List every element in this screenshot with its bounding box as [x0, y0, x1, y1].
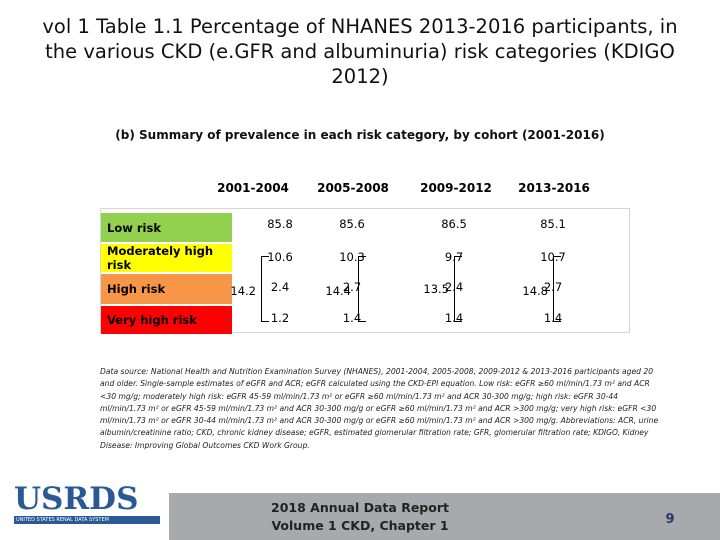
column-header: 2005-2008 [317, 181, 389, 195]
table-cell: 2.7 [543, 280, 563, 294]
column-header: 2001-2004 [217, 181, 289, 195]
combined-risk-total: 14.2 [230, 284, 256, 298]
table-cell: 2.4 [444, 280, 464, 294]
column-header: 2009-2012 [420, 181, 492, 195]
combined-risk-total: 14.8 [522, 284, 548, 298]
usrds-logo: USRDS UNITED STATES RENAL DATA SYSTEM [14, 483, 164, 524]
table-cell: 1.4 [342, 311, 362, 325]
risk-label-moderately-high: Moderately high risk [101, 244, 232, 272]
table-cell: 2.4 [270, 280, 290, 294]
table-cell: 10.6 [267, 250, 293, 264]
table-cell: 85.6 [339, 217, 365, 231]
page-number: 9 [665, 512, 675, 527]
table-cell: 1.2 [270, 311, 290, 325]
prevalence-table [100, 208, 630, 333]
slide-title: vol 1 Table 1.1 Percentage of NHANES 201… [42, 15, 678, 88]
table-subtitle: (b) Summary of prevalence in each risk c… [115, 128, 605, 142]
table-cell: 85.1 [540, 217, 566, 231]
footer-line-1: 2018 Annual Data Report [271, 500, 449, 515]
risk-label-high: High risk [101, 274, 232, 304]
risk-label-very-high: Very high risk [101, 306, 232, 334]
column-header: 2013-2016 [518, 181, 590, 195]
bracket [261, 256, 270, 322]
footer-bar [169, 493, 720, 540]
bracket [358, 256, 367, 322]
table-cell: 86.5 [441, 217, 467, 231]
combined-risk-total: 14.4 [325, 284, 351, 298]
bracket [553, 256, 562, 322]
combined-risk-total: 13.5 [423, 282, 449, 296]
bracket [454, 256, 463, 322]
footer-caption: 2018 Annual Data Report Volume 1 CKD, Ch… [268, 499, 452, 535]
source-note: Data source: National Health and Nutriti… [100, 367, 659, 450]
logo-tagline: UNITED STATES RENAL DATA SYSTEM [14, 516, 160, 524]
footer-line-2: Volume 1 CKD, Chapter 1 [271, 518, 449, 533]
table-cell: 85.8 [267, 217, 293, 231]
table-cell: 10.7 [540, 250, 566, 264]
table-cell: 2.7 [342, 280, 362, 294]
table-cell: 9.7 [444, 250, 464, 264]
risk-label-low: Low risk [101, 213, 232, 242]
logo-text: USRDS [14, 481, 139, 517]
table-cell: 10.3 [339, 250, 365, 264]
